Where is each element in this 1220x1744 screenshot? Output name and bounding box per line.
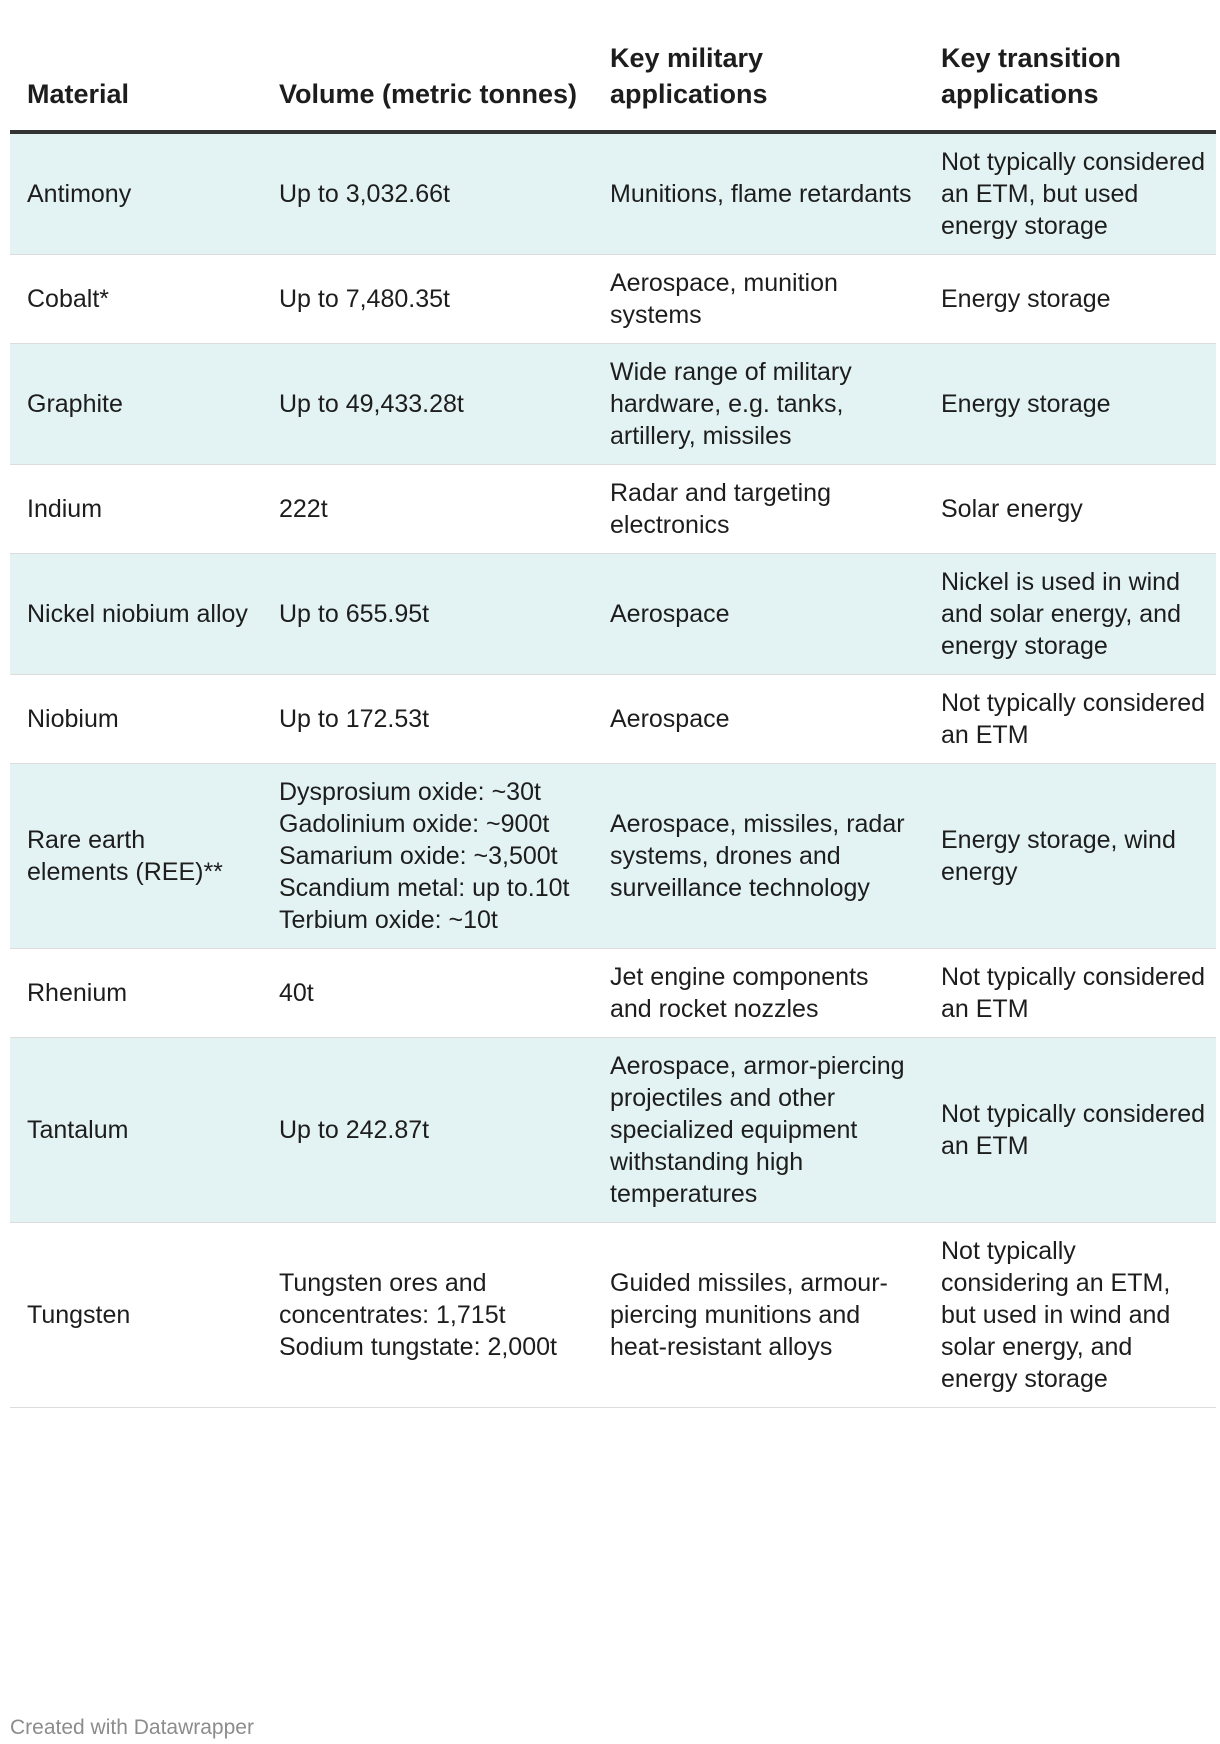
cell-material: Rhenium [10,948,262,1038]
cell-material: Graphite [10,343,262,465]
cell-transition: Nickel is used in wind and solar energy,… [924,553,1216,675]
cell-military: Jet engine components and rocket nozzles [593,948,924,1038]
header-volume: Volume (metric tonnes) [262,40,593,134]
cell-volume: Up to 3,032.66t [262,132,593,255]
cell-volume: Up to 655.95t [262,553,593,675]
cell-transition: Not typically considering an ETM, but us… [924,1222,1216,1408]
cell-military: Aerospace [593,553,924,675]
cell-transition: Not typically considered an ETM [924,1037,1216,1223]
header-material: Material [10,40,262,134]
header-military: Key military applications [593,40,924,134]
cell-military: Aerospace, armor-piercing projectiles an… [593,1037,924,1223]
cell-material: Rare earth elements (REE)** [10,763,262,949]
table-row: Rhenium 40t Jet engine components and rock… [10,948,1216,1038]
table-row: Cobalt* Up to 7,480.35t Aerospace, munitio… [10,254,1216,344]
cell-military: Aerospace [593,674,924,764]
datawrapper-credit[interactable]: Created with Datawrapper [10,1716,254,1739]
cell-volume: Up to 172.53t [262,674,593,764]
table-row: Tungsten Tungsten ores and concentrates: … [10,1222,1216,1408]
table-row: Rare earth elements (REE)** Dysprosium ox… [10,763,1216,949]
cell-transition: Energy storage [924,343,1216,465]
cell-material: Tantalum [10,1037,262,1223]
cell-volume: Dysprosium oxide: ~30t Gadolinium oxide:… [262,763,593,949]
cell-military: Wide range of military hardware, e.g. ta… [593,343,924,465]
cell-transition: Energy storage, wind energy [924,763,1216,949]
table-row: Graphite Up to 49,433.28t Wide range of mi… [10,343,1216,465]
cell-military: Aerospace, munition systems [593,254,924,344]
cell-military: Guided missiles, armour-piercing munitio… [593,1222,924,1408]
cell-material: Indium [10,464,262,554]
materials-table: Material Volume (metric tonnes) Key mili… [10,40,1216,1408]
cell-military: Aerospace, missiles, radar systems, dron… [593,763,924,949]
cell-material: Nickel niobium alloy [10,553,262,675]
cell-volume: Up to 49,433.28t [262,343,593,465]
cell-volume: Up to 7,480.35t [262,254,593,344]
cell-transition: Not typically considered an ETM, but use… [924,132,1216,255]
table-row: Antimony Up to 3,032.66t Munitions, flame … [10,132,1216,255]
header-transition: Key transition applications [924,40,1216,134]
cell-military: Munitions, flame retardants [593,132,924,255]
cell-volume: 40t [262,948,593,1038]
table-row: Tantalum Up to 242.87t Aerospace, armor-pi… [10,1037,1216,1223]
cell-transition: Solar energy [924,464,1216,554]
cell-material: Cobalt* [10,254,262,344]
cell-military: Radar and targeting electronics [593,464,924,554]
table-row: Nickel niobium alloy Up to 655.95t Aerospa… [10,553,1216,675]
table-row: Indium 222t Radar and targeting electronic… [10,464,1216,554]
cell-transition: Not typically considered an ETM [924,674,1216,764]
cell-material: Niobium [10,674,262,764]
table-row: Niobium Up to 172.53t Aerospace Not typical… [10,674,1216,764]
cell-transition: Energy storage [924,254,1216,344]
cell-volume: Up to 242.87t [262,1037,593,1223]
cell-volume: Tungsten ores and concentrates: 1,715t S… [262,1222,593,1408]
cell-material: Antimony [10,132,262,255]
cell-volume: 222t [262,464,593,554]
cell-material: Tungsten [10,1222,262,1408]
cell-transition: Not typically considered an ETM [924,948,1216,1038]
header-row: Material Volume (metric tonnes) Key mili… [10,40,1216,134]
